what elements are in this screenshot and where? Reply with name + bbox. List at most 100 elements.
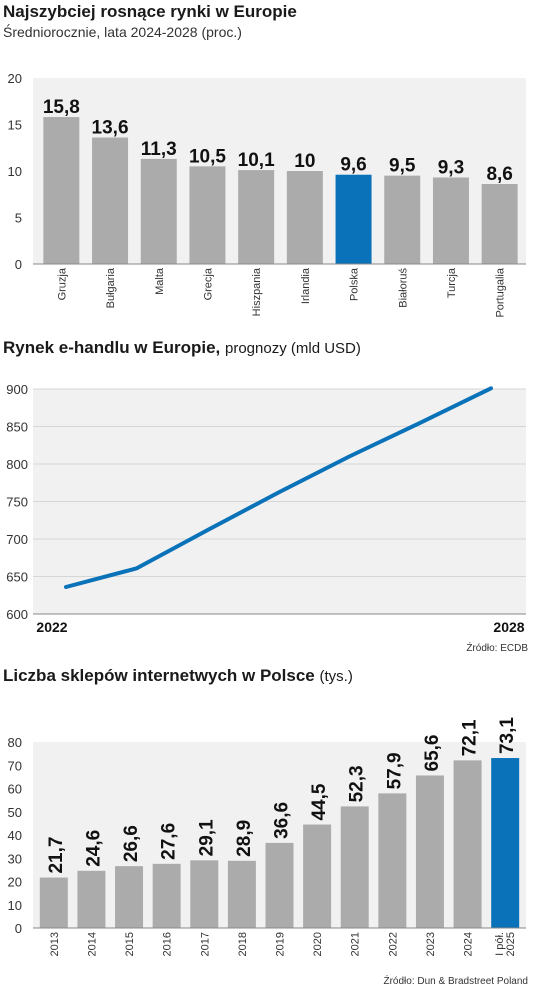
bar [140,158,177,264]
x-category-label: 2021 [350,932,362,956]
x-category-label: 2017 [199,932,211,956]
x-tick-label: 2022 [36,619,67,635]
x-category-label: Turcja [446,267,458,298]
bar [189,166,226,264]
x-category-label: Bułgaria [105,267,117,308]
bar [190,860,219,928]
chart2-svg: 600 650 700 750 800 850 900 2022 2028 [6,382,526,635]
bar-value-label: 44,5 [309,783,330,820]
y-tick-label: 10 [8,898,22,913]
y-tick-label: 800 [6,457,28,472]
y-tick-label: 900 [6,382,28,397]
y-tick-label: 650 [6,570,28,585]
y-tick-label: 750 [6,495,28,510]
x-category-label: 2016 [162,932,174,956]
bar-value-label: 15,8 [43,97,80,118]
y-tick-label: 600 [6,607,28,622]
bar [384,175,421,264]
bar [491,758,520,928]
bar [92,137,129,264]
bar-value-label: 10,5 [189,146,226,167]
bar [152,863,181,928]
bar-value-label: 65,6 [422,734,443,771]
y-tick-label: 20 [8,875,22,890]
bar [227,860,256,928]
x-category-label: 2022 [387,932,399,956]
bar-value-label: 52,3 [347,765,368,802]
chart2-title-unit: prognozy (mld USD) [225,340,361,357]
bar-value-label: 9,3 [438,158,464,179]
bar-value-label: 73,1 [497,717,518,754]
bar-value-label: 36,6 [272,802,293,839]
bar-value-label: 72,1 [460,719,481,756]
y-tick-label: 60 [8,782,22,797]
bar [453,760,482,928]
x-category-label: Malta [154,267,166,295]
chart2-source: Źródło: ECDB [466,643,528,654]
y-tick-label: 5 [15,211,22,226]
y-tick-label: 70 [8,758,22,773]
bar-value-label: 9,6 [340,155,366,176]
y-tick-label: 0 [15,257,22,272]
y-tick-label: 80 [8,735,22,750]
x-category-label: 2014 [86,932,98,956]
bar-value-label: 57,9 [384,752,405,789]
bar-value-label: 29,1 [196,819,217,856]
x-category-label: Hiszpania [251,267,263,316]
x-category-label: 2013 [49,932,61,956]
x-category-label: 2015 [124,932,136,956]
chart1-svg: 0 5 10 15 20 15,8 Gruzja 13,6 Bułgaria 11,3 Malta 1… [8,71,526,318]
chart3-title: Liczba sklepów internetwych w Polsce (ty… [3,666,353,686]
chart2-title: Rynek e-handlu w Europie, prognozy (mld … [3,338,361,358]
bar-value-label: 27,6 [159,823,180,860]
y-tick-label: 30 [8,851,22,866]
x-category-label: 2018 [237,932,249,956]
y-tick-label: 10 [8,164,22,179]
bar [115,866,144,928]
bar-value-label: 10,1 [238,150,275,171]
chart3-title-unit: (tys.) [319,668,353,685]
y-tick-label: 20 [8,71,22,86]
y-tick-label: 15 [8,118,22,133]
bar-value-label: 13,6 [92,118,129,139]
bar-value-label: 26,6 [121,825,142,862]
x-category-label: 2023 [425,932,437,956]
x-category-label: 2024 [463,932,475,956]
bar-value-label: 28,9 [234,820,255,857]
bar-value-label: 21,7 [46,837,67,874]
x-category-label: I pół. [494,932,506,956]
chart2-title-main: Rynek e-handlu w Europie, [3,338,221,357]
chart1-title: Najszybciej rosnące rynki w Europie [3,2,297,21]
y-tick-label: 50 [8,805,22,820]
x-category-label: Grecja [202,267,214,300]
bar-value-label: 10 [294,151,315,172]
bar [340,806,369,928]
bar [39,877,68,928]
x-category-label: Polska [349,267,361,301]
x-category-label: Gruzja [56,267,68,300]
bar [303,824,332,928]
bar [265,842,294,928]
bar [43,117,80,264]
chart3-title-main: Liczba sklepów internetwych w Polsce [3,666,315,685]
chart3-source: Źródło: Dun & Bradstreet Poland [383,976,528,987]
x-category-label: Irlandia [300,267,312,304]
y-tick-label: 40 [8,828,22,843]
chart1-subtitle: Średniorocznie, lata 2024-2028 (proc.) [3,24,242,40]
bar-value-label: 24,6 [83,830,104,867]
bar [432,177,469,264]
x-category-label: Białoruś [397,268,409,308]
bar [238,170,275,264]
y-tick-label: 850 [6,420,28,435]
x-category-label: 2025 [505,932,517,956]
bar-value-label: 9,5 [389,156,416,177]
bar [378,793,407,928]
y-tick-label: 700 [6,532,28,547]
x-category-label: Portugalia [495,267,507,317]
bar [77,870,106,928]
bar-value-label: 8,6 [486,164,512,185]
bar [286,171,323,264]
bar-value-label: 11,3 [141,139,177,160]
series-line [64,386,493,589]
